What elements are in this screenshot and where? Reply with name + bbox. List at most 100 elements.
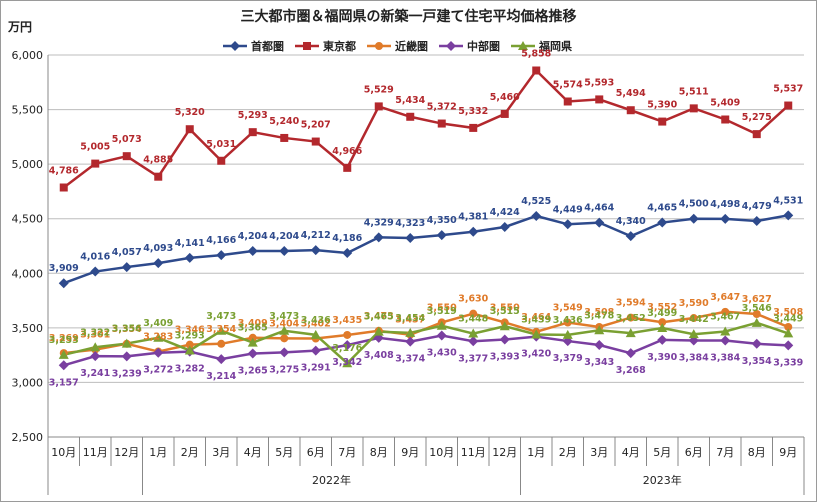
data-label: 3,377 — [458, 353, 488, 364]
data-point — [437, 119, 446, 128]
data-label: 3,291 — [301, 363, 331, 374]
data-label: 5,494 — [616, 88, 646, 99]
data-point — [406, 112, 415, 121]
data-label: 3,549 — [553, 303, 583, 314]
data-point — [468, 226, 479, 237]
data-label: 4,186 — [332, 233, 362, 244]
data-point — [310, 329, 321, 339]
x-tick-label: 1月 — [527, 446, 545, 459]
data-label: 3,449 — [773, 313, 803, 324]
data-label: 5,207 — [301, 120, 331, 131]
legend-label: 近畿圏 — [395, 40, 428, 53]
legend-item: 近畿圏 — [366, 38, 428, 54]
y-tick-label: 5,000 — [12, 158, 44, 171]
data-label: 5,409 — [710, 98, 740, 109]
data-label: 3,437 — [395, 315, 425, 326]
data-point — [720, 335, 731, 346]
data-label: 3,473 — [364, 311, 394, 322]
data-label: 3,408 — [364, 350, 394, 361]
x-tick-label: 2月 — [181, 446, 199, 459]
data-point — [594, 339, 605, 350]
data-label: 4,381 — [458, 212, 488, 223]
x-tick-label: 12月 — [492, 446, 517, 459]
data-label: 3,365 — [238, 323, 268, 334]
data-label: 3,515 — [490, 306, 520, 317]
data-label: 4,464 — [584, 203, 614, 214]
data-label: 4,204 — [238, 231, 268, 242]
data-point — [216, 325, 227, 335]
data-point — [279, 347, 290, 358]
data-point — [280, 334, 289, 343]
data-label: 5,031 — [206, 139, 236, 150]
data-label: 3,379 — [553, 353, 583, 364]
x-tick-label: 10月 — [51, 446, 76, 459]
data-label: 3,402 — [301, 319, 331, 330]
data-label: 3,374 — [395, 354, 425, 365]
data-label: 3,442 — [679, 314, 709, 325]
x-tick-label: 7月 — [716, 446, 734, 459]
data-point — [58, 360, 69, 371]
data-point — [373, 232, 384, 243]
data-point — [752, 130, 761, 139]
data-point — [532, 66, 541, 75]
x-tick-label: 3月 — [590, 446, 608, 459]
data-label: 3,176 — [332, 343, 362, 354]
data-point — [247, 348, 258, 359]
data-label: 3,448 — [458, 314, 488, 325]
legend-label: 中部圏 — [467, 40, 500, 53]
data-label: 3,404 — [269, 318, 299, 329]
data-point — [658, 117, 667, 126]
data-point — [90, 342, 101, 352]
data-label: 3,499 — [647, 308, 677, 319]
x-tick-label: 6月 — [307, 446, 325, 459]
data-label: 3,393 — [490, 352, 520, 363]
data-point — [121, 338, 132, 348]
data-label: 3,473 — [206, 311, 236, 322]
data-label: 3,354 — [112, 324, 142, 335]
data-point — [720, 326, 731, 336]
data-label: 3,508 — [584, 307, 614, 318]
data-label: 3,283 — [143, 332, 173, 343]
data-point — [280, 133, 289, 142]
data-point — [247, 337, 258, 347]
data-label: 3,275 — [269, 364, 299, 375]
data-label: 3,354 — [206, 324, 236, 335]
data-label: 5,593 — [584, 77, 614, 88]
data-label: 3,409 — [143, 318, 173, 329]
data-label: 4,424 — [490, 207, 520, 218]
data-point — [625, 328, 636, 338]
legend-item: 中部圏 — [438, 38, 500, 54]
x-year-label: 2022年 — [312, 473, 351, 487]
data-point — [342, 358, 353, 368]
data-point — [751, 317, 762, 327]
y-tick-label: 5,500 — [12, 104, 44, 117]
data-point — [499, 222, 510, 233]
data-point — [563, 97, 572, 106]
data-label: 3,354 — [742, 356, 772, 367]
legend-label: 東京都 — [323, 40, 356, 53]
data-label: 3,439 — [521, 315, 551, 326]
data-point — [721, 115, 730, 124]
data-label: 3,346 — [175, 325, 205, 336]
data-label: 3,409 — [238, 318, 268, 329]
data-label: 3,239 — [112, 368, 142, 379]
data-label: 3,253 — [49, 335, 79, 346]
data-label: 3,508 — [773, 307, 803, 318]
data-label: 4,966 — [332, 146, 362, 157]
y-tick-label: 2,500 — [12, 431, 44, 444]
data-label: 5,005 — [80, 142, 110, 153]
chart-title: 三大都市圏＆福岡県の新築一戸建て住宅平均価格推移 — [240, 9, 577, 25]
x-tick-label: 2月 — [559, 446, 577, 459]
data-point — [185, 125, 194, 134]
data-label: 3,157 — [49, 377, 79, 388]
data-label: 3,241 — [80, 368, 110, 379]
y-axis-unit: 万円 — [8, 20, 33, 34]
data-label: 4,350 — [427, 215, 457, 226]
data-point — [563, 318, 572, 327]
data-point — [373, 326, 384, 336]
data-label: 3,452 — [616, 313, 646, 324]
data-point — [217, 156, 226, 165]
data-point — [562, 329, 573, 339]
x-tick-label: 11月 — [83, 446, 108, 459]
